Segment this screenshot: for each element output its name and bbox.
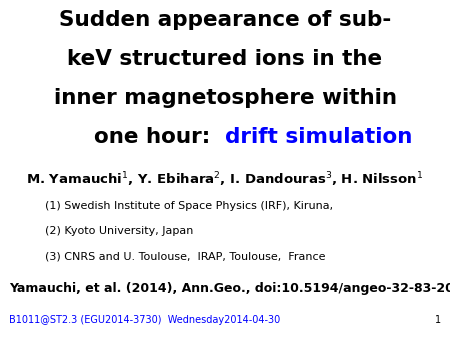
Text: one hour:: one hour: [94, 127, 225, 147]
Text: keV structured ions in the: keV structured ions in the [68, 49, 382, 69]
Text: M. Yamauchi$^1$, Y. Ebihara$^2$, I. Dandouras$^3$, H. Nilsson$^1$: M. Yamauchi$^1$, Y. Ebihara$^2$, I. Dand… [27, 171, 423, 189]
Text: Yamauchi, et al. (2014), Ann.Geo., doi:10.5194/angeo-32-83-2014.: Yamauchi, et al. (2014), Ann.Geo., doi:1… [9, 282, 450, 295]
Text: B1011@ST2.3 (EGU2014-3730)  Wednesday2014-04-30: B1011@ST2.3 (EGU2014-3730) Wednesday2014… [9, 315, 280, 325]
Text: 1: 1 [435, 315, 441, 325]
Text: (2) Kyoto University, Japan: (2) Kyoto University, Japan [45, 226, 193, 237]
Text: drift simulation: drift simulation [225, 127, 412, 147]
Text: (1) Swedish Institute of Space Physics (IRF), Kiruna,: (1) Swedish Institute of Space Physics (… [45, 201, 333, 211]
Text: (3) CNRS and U. Toulouse,  IRAP, Toulouse,  France: (3) CNRS and U. Toulouse, IRAP, Toulouse… [45, 252, 325, 262]
Text: Sudden appearance of sub-: Sudden appearance of sub- [59, 10, 391, 30]
Text: inner magnetosphere within: inner magnetosphere within [54, 88, 396, 108]
